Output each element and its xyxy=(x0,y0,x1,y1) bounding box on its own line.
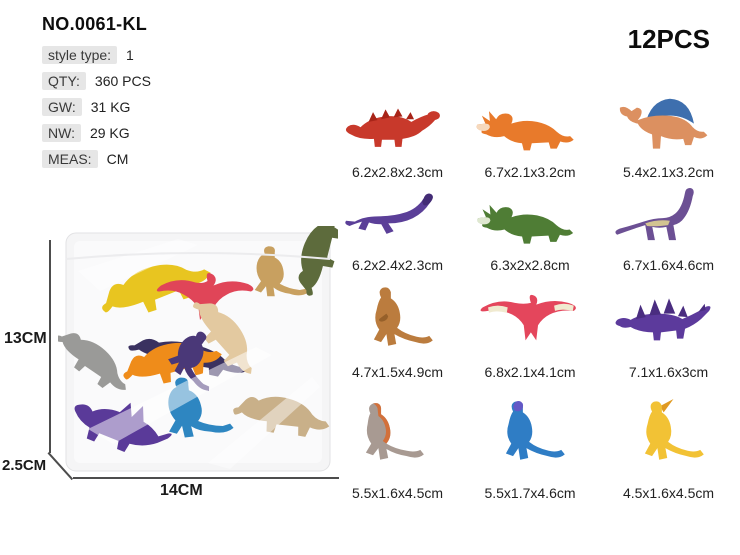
dino-size-label: 4.5x1.6x4.5cm xyxy=(622,484,715,501)
dino-arm xyxy=(378,313,388,322)
spec-value: 29 KG xyxy=(89,125,130,141)
stegosaurus-illustration xyxy=(615,298,710,341)
dino-body xyxy=(344,193,433,234)
dino-body xyxy=(615,306,710,341)
spec-value: 360 PCS xyxy=(94,73,151,89)
dino-body xyxy=(345,113,437,147)
dino-back-stripe xyxy=(372,403,390,444)
tyrannosaurus-illustration xyxy=(365,403,424,460)
package-bag-photo xyxy=(58,226,338,472)
dino-body xyxy=(644,401,704,460)
dino-figure-tyrannosaurus: 5.5x1.6x4.5cm xyxy=(332,382,463,503)
product-info: NO.0061-KL style type: 1 QTY: 360 PCS GW… xyxy=(42,14,151,176)
spec-value: 1 xyxy=(126,47,134,63)
dino-size-label: 5.5x1.6x4.5cm xyxy=(351,484,444,501)
pieces-count: 12PCS xyxy=(627,24,710,54)
dino-size-label: 6.7x2.1x3.2cm xyxy=(484,163,576,180)
spec-value: 31 KG xyxy=(90,99,131,115)
bag-glare xyxy=(208,377,320,469)
spec-value: CM xyxy=(106,151,129,167)
spec-label: GW: xyxy=(42,98,82,116)
dino-body xyxy=(505,401,565,460)
bag-glare xyxy=(78,239,198,291)
package-height-label: 13CM xyxy=(4,330,47,347)
dino-figure-parasaurolophus: 4.5x1.6x4.5cm xyxy=(597,382,740,503)
corythosaurus-illustration xyxy=(505,401,565,460)
spec-row-meas: MEAS: CM xyxy=(42,150,151,168)
dino-size-label: 7.1x1.6x3cm xyxy=(628,363,709,380)
dino-crest xyxy=(659,399,673,413)
dinosaur-grid: 6.2x2.8x2.3cm 6.7x2.1x3.2cm 5.4x2.1x3.2c… xyxy=(332,88,740,503)
dino-size-label: 5.4x2.1x3.2cm xyxy=(622,163,715,180)
ankylosaurus-illustration xyxy=(345,108,440,147)
wing-tips xyxy=(488,303,574,313)
dino-plates xyxy=(635,298,706,319)
dino-body xyxy=(619,106,707,149)
dino-figure-plesiosaurus: 6.2x2.4x2.3cm xyxy=(332,182,463,275)
spec-label: style type: xyxy=(42,46,118,64)
dimension-line-width xyxy=(73,477,339,479)
parasaurolophus-illustration xyxy=(644,399,704,460)
dino-figure-hadrosaur: 4.7x1.5x4.9cm xyxy=(332,275,463,382)
dino-figure-spinosaurus: 5.4x2.1x3.2cm xyxy=(597,88,740,182)
product-number: NO.0061-KL xyxy=(42,14,148,34)
pterodactyl-illustration xyxy=(480,294,576,341)
tail-club xyxy=(426,111,440,121)
dino-figure-brachiosaurus: 6.7x1.6x4.6cm xyxy=(597,182,740,275)
spec-label: NW: xyxy=(42,124,81,142)
dino-size-label: 6.8x2.1x4.1cm xyxy=(484,363,576,380)
dino-body xyxy=(477,204,574,244)
dino-size-label: 6.2x2.4x2.3cm xyxy=(351,256,444,273)
spec-label: MEAS: xyxy=(42,150,98,168)
dino-head xyxy=(421,193,433,206)
plesiosaurus-illustration xyxy=(344,193,433,234)
dino-body xyxy=(365,403,424,460)
dino-figure-corythosaurus: 5.5x1.7x4.6cm xyxy=(463,382,597,503)
dino-size-label: 6.7x1.6x4.6cm xyxy=(622,256,715,273)
dino-crest xyxy=(513,401,524,412)
bag-fold xyxy=(65,252,331,260)
dino-figure-ankylosaurus: 6.2x2.8x2.3cm xyxy=(332,88,463,182)
dino-body xyxy=(480,294,576,341)
dino-spikes xyxy=(368,108,414,122)
dino-size-label: 6.3x2x2.8cm xyxy=(490,256,570,273)
triceratops-illustration xyxy=(477,204,574,244)
dino-snout xyxy=(476,123,490,131)
brachiosaurus-illustration xyxy=(614,188,694,241)
spec-row-nw: NW: 29 KG xyxy=(42,124,151,142)
dino-sail xyxy=(644,98,694,126)
triceratops-illustration xyxy=(476,111,574,151)
dino-size-label: 6.2x2.8x2.3cm xyxy=(351,163,444,180)
dino-figure-triceratops-green: 6.3x2x2.8cm xyxy=(463,182,597,275)
dino-size-label: 4.7x1.5x4.9cm xyxy=(351,363,444,380)
dino-figure-pterodactyl: 6.8x2.1x4.1cm xyxy=(463,275,597,382)
dino-figure-stegosaurus: 7.1x1.6x3cm xyxy=(597,275,740,382)
bag-glare xyxy=(88,347,272,444)
dino-size-label: 5.5x1.7x4.6cm xyxy=(484,484,576,501)
dino-belly xyxy=(644,220,670,227)
spec-row-qty: QTY: 360 PCS xyxy=(42,72,151,90)
spec-label: QTY: xyxy=(42,72,86,90)
spec-row-style-type: style type: 1 xyxy=(42,46,151,64)
dimension-line-height xyxy=(49,240,51,453)
dino-figure-triceratops-orange: 6.7x2.1x3.2cm xyxy=(463,88,597,182)
dino-body xyxy=(476,111,574,151)
dino-body xyxy=(614,188,694,241)
spinosaurus-illustration xyxy=(619,98,707,149)
hadrosaur-illustration xyxy=(373,287,433,346)
dino-body xyxy=(373,287,433,346)
dino-snout xyxy=(477,217,491,225)
package-depth-label: 2.5CM xyxy=(2,457,47,474)
spec-row-gw: GW: 31 KG xyxy=(42,98,151,116)
package-width-label: 14CM xyxy=(160,482,203,499)
